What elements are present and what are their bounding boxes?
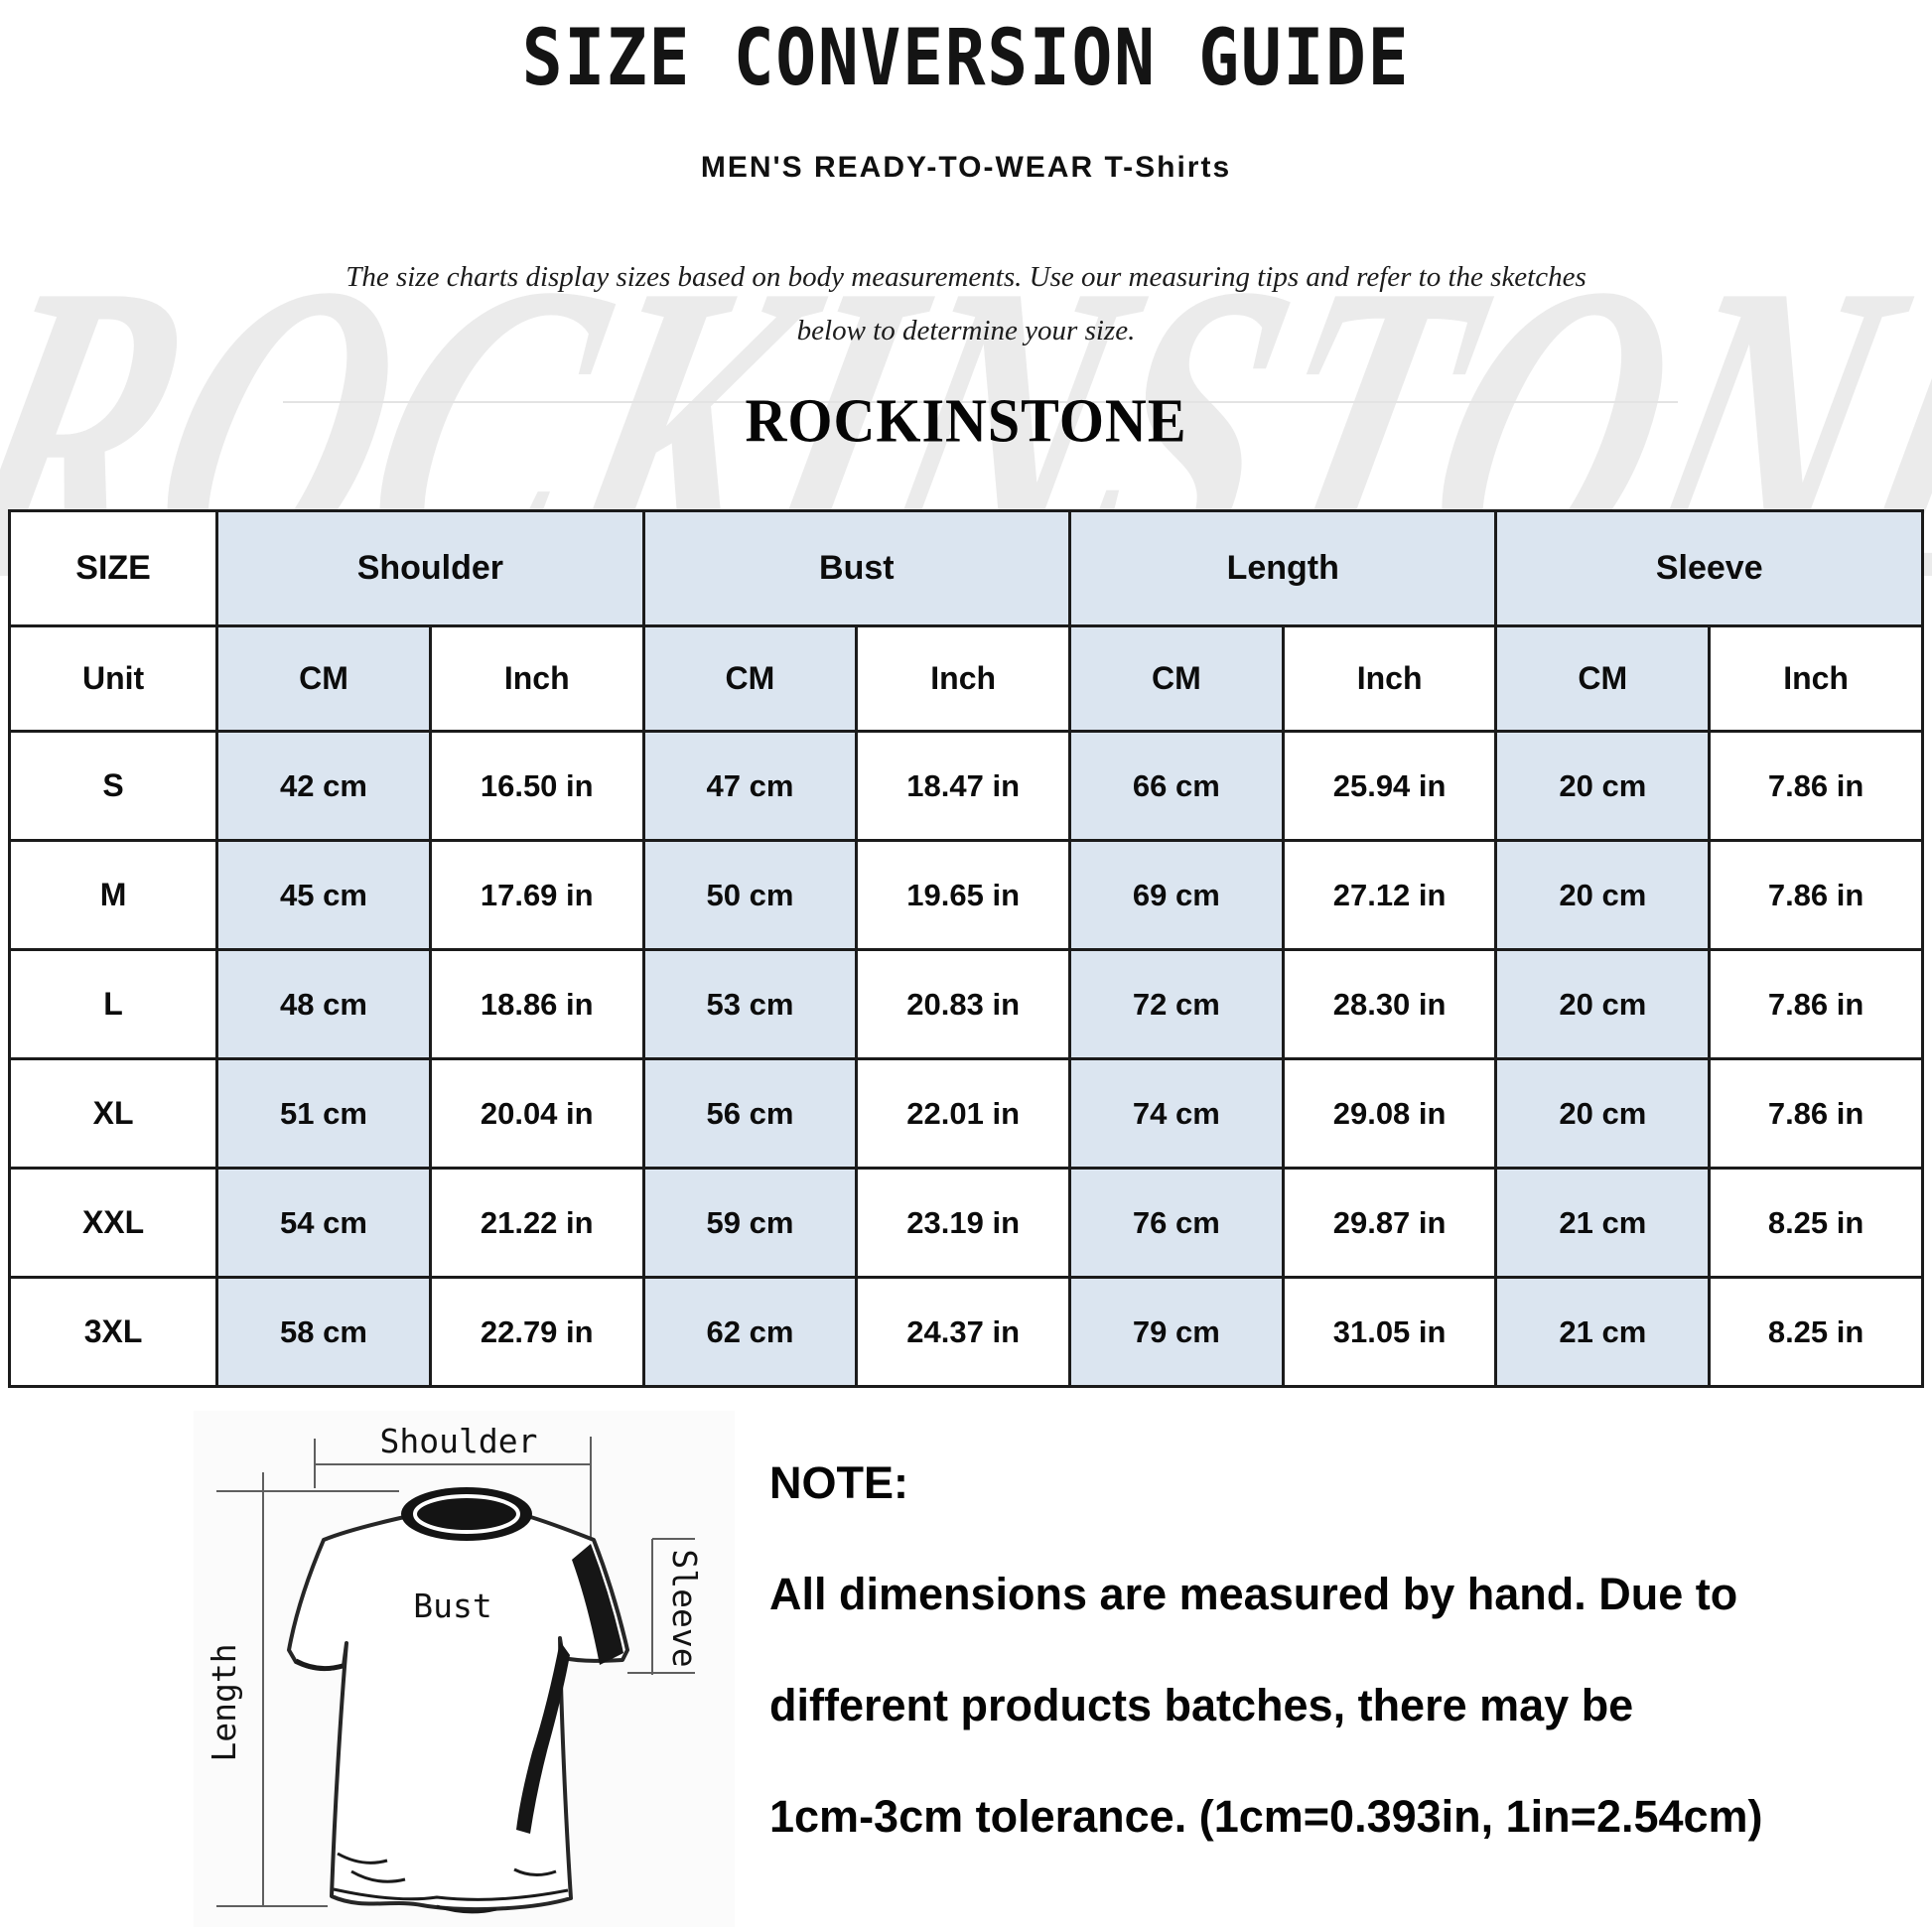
cell-shoulder-inch: 22.79 in (428, 1276, 645, 1388)
cell-sleeve-inch: 7.86 in (1708, 948, 1924, 1060)
cell-bust-inch: 23.19 in (855, 1167, 1072, 1279)
cell-shoulder-cm: 54 cm (215, 1167, 432, 1279)
sketch-shoulder-label: Shoulder (380, 1422, 538, 1460)
cell-bust-cm: 59 cm (641, 1167, 859, 1279)
cell-shoulder-cm: 45 cm (215, 839, 432, 951)
size-label: XL (7, 1057, 219, 1170)
unit-inch: Inch (428, 624, 645, 733)
description-line-2: below to determine your size. (796, 315, 1136, 346)
brand-name: ROCKINSTONE (745, 385, 1187, 456)
unit-cm: CM (641, 624, 859, 733)
note-line-2: different products batches, there may be (769, 1680, 1634, 1730)
cell-length-cm: 74 cm (1068, 1057, 1285, 1170)
cell-shoulder-inch: 18.86 in (428, 948, 645, 1060)
cell-shoulder-inch: 20.04 in (428, 1057, 645, 1170)
cell-length-inch: 27.12 in (1281, 839, 1498, 951)
cell-length-cm: 69 cm (1068, 839, 1285, 951)
description-line-1: The size charts display sizes based on b… (345, 261, 1587, 293)
cell-sleeve-cm: 20 cm (1494, 730, 1712, 842)
col-header-bust: Bust (641, 509, 1072, 627)
cell-length-inch: 25.94 in (1281, 730, 1498, 842)
col-header-shoulder: Shoulder (215, 509, 645, 627)
cell-sleeve-cm: 20 cm (1494, 948, 1712, 1060)
table-row-3xl: 3XL 58 cm 22.79 in 62 cm 24.37 in 79 cm … (7, 1276, 1924, 1388)
sketch-bust-label: Bust (413, 1587, 491, 1625)
cell-shoulder-cm: 42 cm (215, 730, 432, 842)
cell-bust-cm: 56 cm (641, 1057, 859, 1170)
unit-inch: Inch (1281, 624, 1498, 733)
table-row-xl: XL 51 cm 20.04 in 56 cm 22.01 in 74 cm 2… (7, 1057, 1924, 1170)
table-row-m: M 45 cm 17.69 in 50 cm 19.65 in 69 cm 27… (7, 839, 1924, 951)
col-header-length: Length (1068, 509, 1498, 627)
unit-inch: Inch (1708, 624, 1924, 733)
note-line-1: All dimensions are measured by hand. Due… (769, 1569, 1738, 1619)
table-header-row: SIZE Shoulder Bust Length Sleeve (7, 509, 1924, 627)
cell-length-inch: 29.87 in (1281, 1167, 1498, 1279)
cell-shoulder-cm: 48 cm (215, 948, 432, 1060)
cell-bust-inch: 18.47 in (855, 730, 1072, 842)
cell-bust-inch: 22.01 in (855, 1057, 1072, 1170)
cell-length-cm: 79 cm (1068, 1276, 1285, 1388)
cell-length-cm: 76 cm (1068, 1167, 1285, 1279)
unit-cm: CM (215, 624, 432, 733)
page-subtitle: MEN'S READY-TO-WEAR T-Shirts (700, 151, 1232, 184)
cell-length-cm: 72 cm (1068, 948, 1285, 1060)
unit-header: Unit (7, 624, 219, 733)
cell-sleeve-inch: 8.25 in (1708, 1167, 1924, 1279)
collar-rib (413, 1494, 520, 1534)
cell-sleeve-cm: 21 cm (1494, 1167, 1712, 1279)
size-label: L (7, 948, 219, 1060)
cell-sleeve-inch: 7.86 in (1708, 839, 1924, 951)
cell-shoulder-inch: 16.50 in (428, 730, 645, 842)
table-unit-row: Unit CM Inch CM Inch CM Inch CM Inch (7, 624, 1924, 733)
table-row-s: S 42 cm 16.50 in 47 cm 18.47 in 66 cm 25… (7, 730, 1924, 842)
cell-shoulder-cm: 51 cm (215, 1057, 432, 1170)
unit-cm: CM (1068, 624, 1285, 733)
divider-line (283, 401, 1678, 403)
sketch-sleeve-label: Sleeve (665, 1549, 704, 1667)
unit-cm: CM (1494, 624, 1712, 733)
sketch-shading (516, 1544, 623, 1834)
col-header-sleeve: Sleeve (1494, 509, 1924, 627)
unit-inch: Inch (855, 624, 1072, 733)
cell-bust-cm: 47 cm (641, 730, 859, 842)
cell-sleeve-inch: 7.86 in (1708, 1057, 1924, 1170)
tshirt-measure-diagram: Shoulder Bust Length Sleeve (194, 1411, 735, 1927)
table-row-xxl: XXL 54 cm 21.22 in 59 cm 23.19 in 76 cm … (7, 1167, 1924, 1279)
cell-length-inch: 29.08 in (1281, 1057, 1498, 1170)
cell-length-inch: 31.05 in (1281, 1276, 1498, 1388)
cell-bust-cm: 62 cm (641, 1276, 859, 1388)
cell-bust-inch: 24.37 in (855, 1276, 1072, 1388)
sketch-length-label: Length (205, 1643, 243, 1761)
note-line-3: 1cm-3cm tolerance. (1cm=0.393in, 1in=2.5… (769, 1791, 1763, 1842)
note-title: NOTE: (769, 1457, 908, 1508)
cell-shoulder-cm: 58 cm (215, 1276, 432, 1388)
cell-shoulder-inch: 17.69 in (428, 839, 645, 951)
size-label: M (7, 839, 219, 951)
cell-bust-inch: 19.65 in (855, 839, 1072, 951)
size-label: S (7, 730, 219, 842)
cell-bust-inch: 20.83 in (855, 948, 1072, 1060)
size-label: XXL (7, 1167, 219, 1279)
sketch-wrinkles (294, 1658, 569, 1914)
size-conversion-table: SIZE Shoulder Bust Length Sleeve Unit CM… (7, 509, 1924, 1388)
cell-sleeve-cm: 20 cm (1494, 839, 1712, 951)
cell-sleeve-inch: 8.25 in (1708, 1276, 1924, 1388)
cell-sleeve-cm: 20 cm (1494, 1057, 1712, 1170)
description: The size charts display sizes based on b… (0, 250, 1932, 357)
page-title: SIZE CONVERSION GUIDE (521, 14, 1411, 103)
col-header-size: SIZE (7, 509, 219, 627)
cell-sleeve-cm: 21 cm (1494, 1276, 1712, 1388)
cell-sleeve-inch: 7.86 in (1708, 730, 1924, 842)
cell-length-inch: 28.30 in (1281, 948, 1498, 1060)
table-row-l: L 48 cm 18.86 in 53 cm 20.83 in 72 cm 28… (7, 948, 1924, 1060)
size-label: 3XL (7, 1276, 219, 1388)
cell-bust-cm: 53 cm (641, 948, 859, 1060)
note-block: NOTE: All dimensions are measured by han… (769, 1428, 1852, 1872)
cell-bust-cm: 50 cm (641, 839, 859, 951)
cell-length-cm: 66 cm (1068, 730, 1285, 842)
cell-shoulder-inch: 21.22 in (428, 1167, 645, 1279)
